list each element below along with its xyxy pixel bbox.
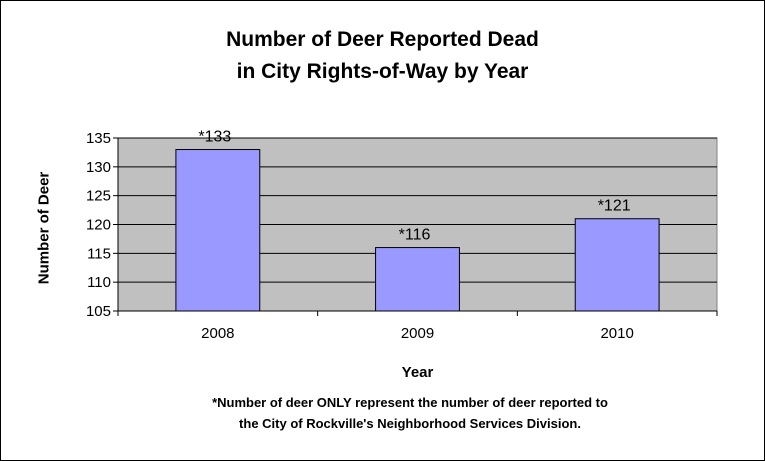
footnote-line-1: *Number of deer ONLY represent the numbe… (212, 395, 608, 410)
y-axis-label: Number of Deer (35, 171, 53, 285)
chart-title-line-2: in City Rights-of-Way by Year (236, 60, 529, 83)
x-tick-label-2010: 2010 (600, 325, 633, 342)
chart-title-line-1: Number of Deer Reported Dead (226, 28, 539, 51)
data-label-2009: *116 (399, 227, 431, 244)
x-axis-label: Year (401, 364, 434, 381)
data-label-2008: *133 (198, 129, 231, 146)
bar-2008 (175, 149, 261, 312)
y-tick-label: 105 (86, 303, 111, 320)
y-tick-label: 120 (86, 217, 111, 234)
data-label-2010: *121 (598, 198, 631, 215)
x-tick-label-2008: 2008 (201, 325, 234, 342)
y-tick-label: 110 (87, 274, 111, 291)
y-tick-label: 115 (87, 245, 111, 262)
bar-2009 (375, 247, 460, 312)
y-tick-label: 130 (86, 159, 111, 176)
y-tick-label: 125 (86, 188, 111, 205)
footnote-line-2: the City of Rockville's Neighborhood Ser… (239, 416, 581, 431)
x-tick-label-2009: 2009 (401, 325, 434, 342)
y-tick-label: 135 (86, 130, 111, 147)
bar-2010 (574, 218, 660, 312)
